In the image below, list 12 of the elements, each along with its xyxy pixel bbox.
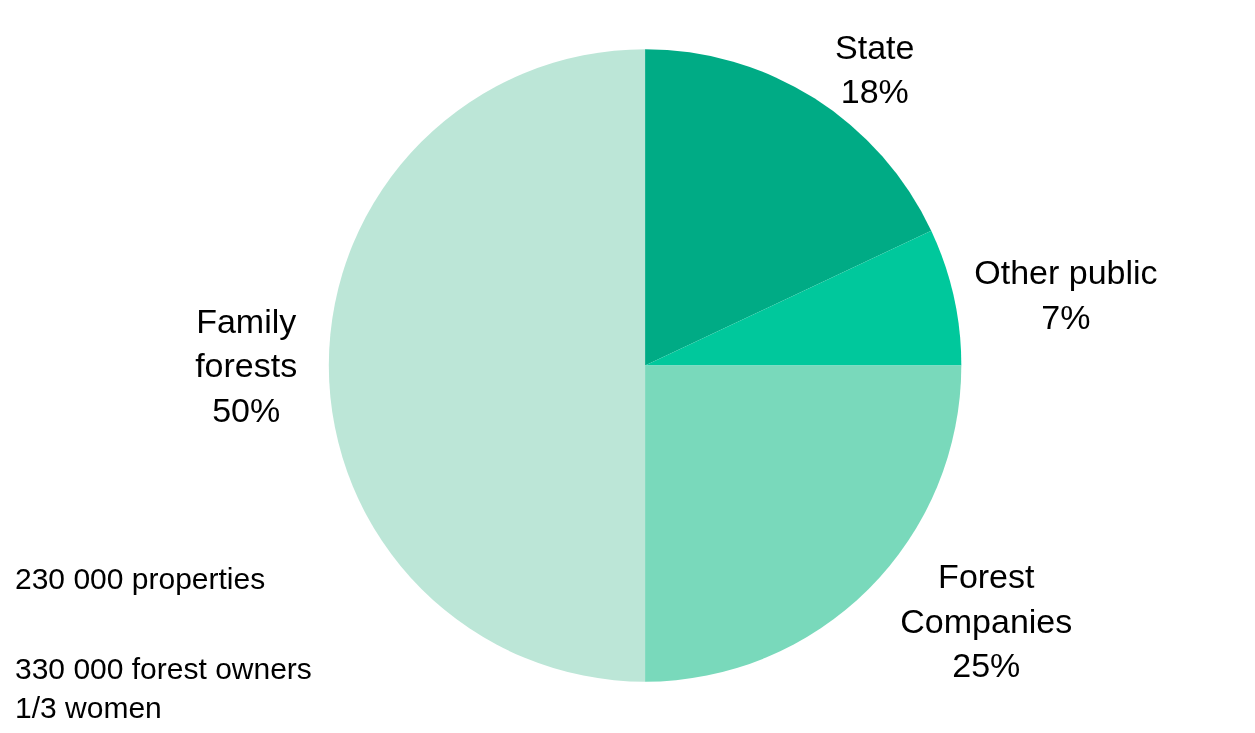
slice-label: Family forests (195, 302, 298, 385)
data-label: 25% (952, 645, 1021, 684)
slice-label: Other public (974, 253, 1158, 292)
data-label: 18% (840, 72, 909, 111)
slice-label: State (835, 27, 915, 66)
text: 330 000 forest owners 1/3 women (15, 652, 312, 724)
text: 230 000 properties (15, 562, 266, 595)
pie-slice (645, 230, 962, 366)
data-label: 7% (1041, 297, 1091, 336)
pie-slice (329, 49, 646, 682)
slice-label: Forest Companies (900, 557, 1073, 640)
data-label: 50% (212, 390, 281, 429)
